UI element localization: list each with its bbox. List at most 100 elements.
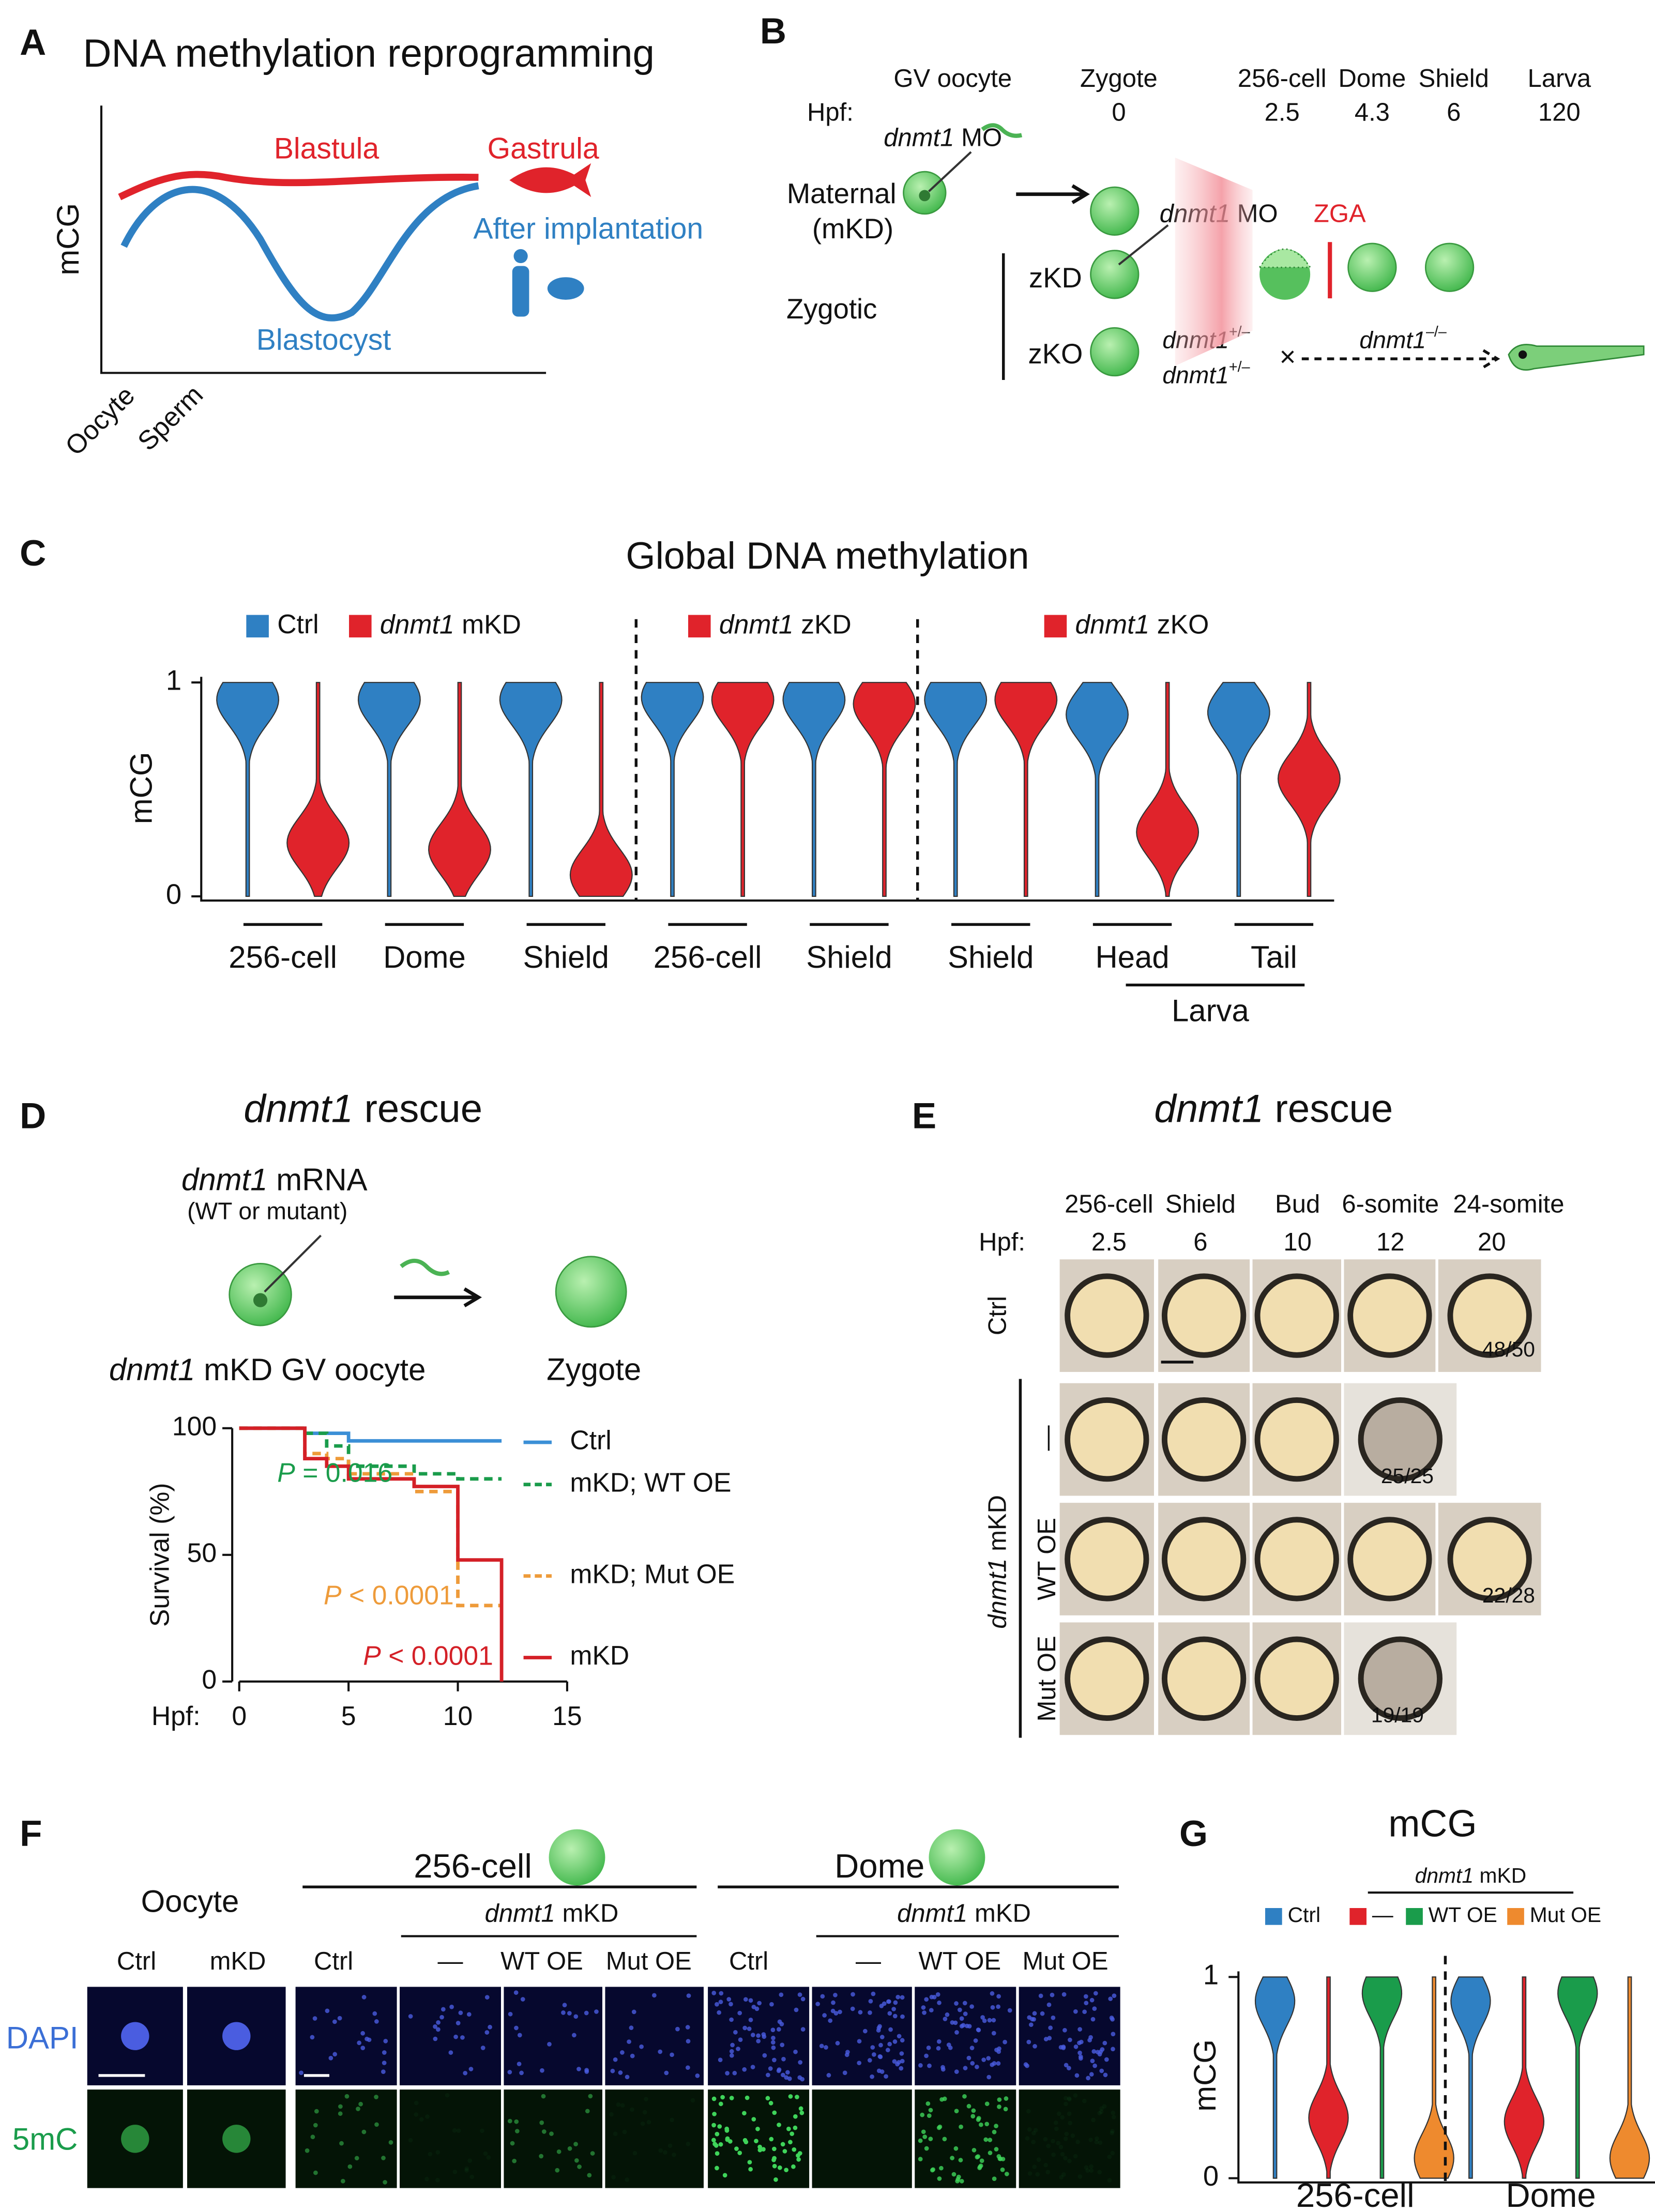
nucleus-dot (1097, 2052, 1102, 2057)
nucleus-dot (1110, 2129, 1115, 2133)
nucleus-dot (1073, 2154, 1078, 2159)
nucleus-dot (751, 2004, 756, 2009)
nucleus-dot (486, 2155, 491, 2160)
nucleus-dot (609, 2112, 614, 2117)
nucleus-dot (918, 2157, 923, 2161)
label: — (1033, 1425, 1061, 1451)
nucleus-dot (1077, 2050, 1082, 2055)
nucleus-dot (771, 2036, 776, 2040)
violin (924, 682, 988, 897)
nucleus-dot (584, 2010, 589, 2016)
nucleus-dot (1089, 2164, 1094, 2169)
nucleus-dot (718, 2000, 723, 2004)
nucleus-dot (824, 2045, 828, 2050)
nucleus-dot (507, 2118, 512, 2124)
nucleus-dot (685, 2025, 690, 2030)
embryo (1090, 327, 1140, 377)
dashed-arrow (1301, 349, 1500, 369)
nucleus-dot (1051, 2015, 1056, 2020)
nucleus-dot (978, 2163, 983, 2168)
nucleus-dot (777, 2123, 781, 2127)
label: Bud (1275, 1191, 1320, 1218)
nucleus-dot (777, 2067, 782, 2072)
nucleus-dot (887, 2011, 892, 2016)
nucleus-dot (870, 2045, 875, 2050)
nucleus-dot (922, 2134, 928, 2139)
label: 6 (1447, 98, 1461, 126)
nucleus-dot (1110, 2150, 1115, 2156)
dome-icon (929, 1829, 985, 1886)
legend-swatch (349, 615, 372, 638)
nucleus-dot (732, 2070, 737, 2076)
nucleus-dot (1059, 2175, 1064, 2180)
label: (WT or mutant) (187, 1198, 347, 1225)
nucleus-dot (463, 2070, 468, 2076)
text-part: P (324, 1580, 342, 1610)
nucleus-dot (325, 2008, 330, 2013)
nucleus-dot (712, 2112, 717, 2116)
embryo (1161, 1517, 1247, 1601)
nucleus-dot (510, 2141, 515, 2146)
nucleus-dot (356, 2107, 360, 2111)
nucleus-dot (382, 2050, 387, 2055)
nucleus-dot (1031, 2140, 1036, 2144)
nucleus-dot (990, 1991, 995, 1996)
text-part: mKD GV oocyte (204, 1352, 426, 1387)
nucleus-dot (644, 2097, 648, 2101)
nucleus-dot (868, 1999, 873, 2004)
nucleus-dot (1098, 2140, 1103, 2145)
nucleus-dot (943, 2017, 948, 2021)
nucleus-dot (725, 2136, 730, 2141)
nucleus-dot (519, 2070, 524, 2076)
y-tick-label: 0 (202, 1664, 217, 1694)
nucleus-dot (1107, 2178, 1112, 2183)
nucleus-dot (900, 2058, 905, 2064)
nucleus-dot (988, 2150, 993, 2156)
survival-line (239, 1426, 502, 1608)
nucleus-dot (383, 2039, 388, 2043)
nucleus-dot (718, 2057, 723, 2063)
nucleus-dot (663, 2150, 667, 2155)
nucleus-dot (717, 2124, 722, 2129)
nucleus-dot (711, 1991, 717, 1995)
nucleus-dot (942, 2096, 947, 2101)
nucleus-dot (769, 2137, 774, 2142)
nucleus-dot (831, 2000, 836, 2005)
nucleus-dot (936, 2046, 941, 2051)
nucleus-dot (408, 2014, 413, 2019)
nucleus-dot (1051, 2152, 1056, 2157)
nucleus-dot (310, 2035, 315, 2040)
nucleus-dot (1056, 2141, 1061, 2146)
nucleus-dot (750, 2033, 755, 2037)
nucleus-dot (1035, 2172, 1040, 2177)
nucleus-dot (754, 2139, 758, 2144)
nucleus-dot (858, 2010, 863, 2015)
nucleus-dot (1077, 2174, 1083, 2179)
nucleus-dot (1043, 2162, 1049, 2168)
nucleus-dot (338, 2111, 343, 2116)
nucleus-dot (942, 2137, 947, 2142)
nucleus-dot (1085, 2168, 1090, 2173)
nucleus-dot (340, 2178, 345, 2184)
label: 2.5 (1265, 98, 1300, 126)
nucleus-dot (484, 1995, 490, 2000)
text-part: dnmt1 (884, 124, 954, 151)
nucleus-dot (1095, 2136, 1099, 2141)
violin (1066, 682, 1129, 897)
nucleus-dot (445, 2093, 450, 2098)
text-part: mRNA (276, 1162, 367, 1197)
nucleus-dot (899, 2066, 904, 2071)
fluor-5mc (1019, 2089, 1120, 2188)
embryo (1447, 1517, 1532, 1601)
nucleus-dot (541, 2094, 546, 2099)
nucleus-dot (976, 2117, 981, 2122)
nucleus-dot (1028, 2022, 1034, 2027)
blastula-cap (1258, 248, 1312, 268)
nucleus-dot (751, 2117, 756, 2122)
nucleus-dot (922, 2010, 927, 2015)
nucleus-dot (1103, 2072, 1108, 2078)
nucleus-dot (1027, 2127, 1032, 2132)
nucleus-dot (879, 2004, 884, 2008)
nucleus-dot (742, 2111, 747, 2116)
y-tick-label: 0 (1203, 2160, 1219, 2192)
